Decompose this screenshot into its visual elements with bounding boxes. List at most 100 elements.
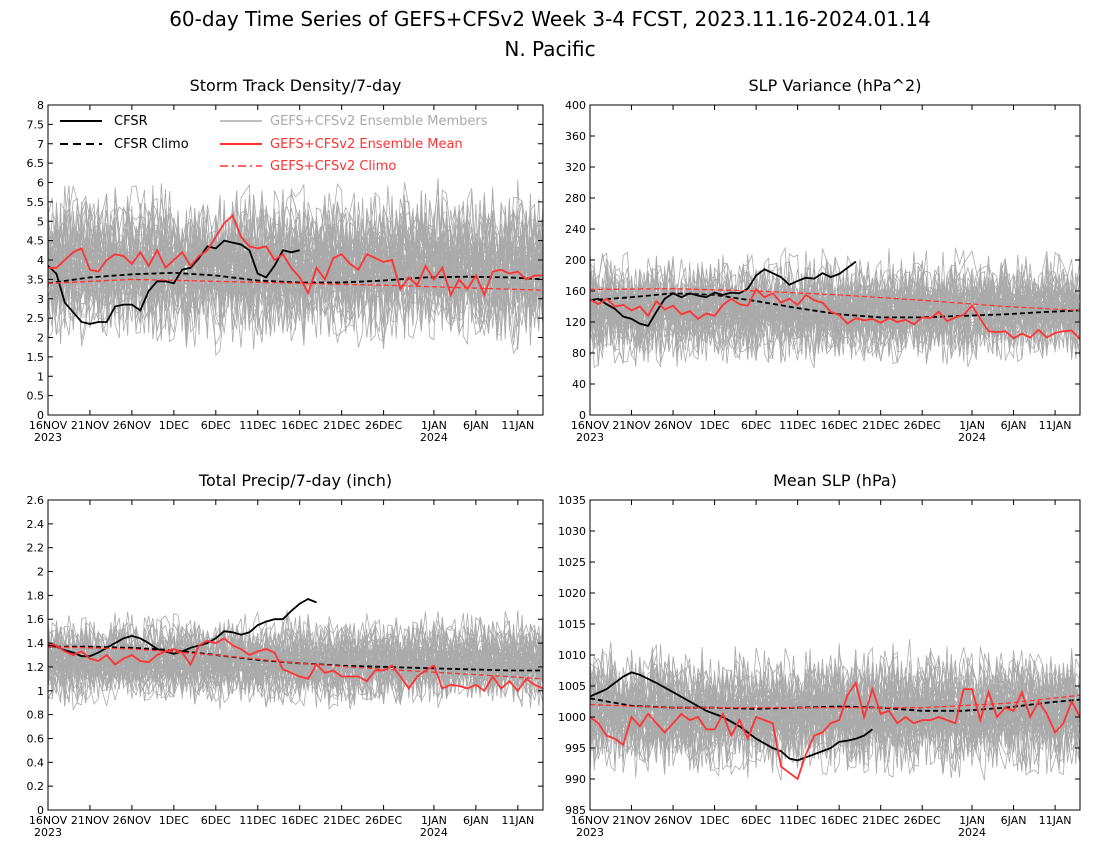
- panel-frame: [47, 499, 544, 811]
- y-tick-label: 200: [565, 254, 586, 267]
- y-tick-label: 3: [37, 293, 44, 306]
- y-tick-label: 995: [565, 742, 586, 755]
- y-tick-label: 1025: [558, 556, 586, 569]
- legend-label-cfsr: CFSR: [114, 114, 148, 129]
- region-subtitle: N. Pacific: [504, 37, 595, 61]
- x-tick-year-label: 2023: [576, 431, 604, 444]
- ensemble-member-line: [590, 265, 1080, 354]
- series-mean-line: [48, 213, 543, 298]
- ensemble-member-line: [48, 627, 543, 701]
- x-tick-label: 26NOV: [113, 814, 152, 827]
- ensemble-member-line: [590, 278, 1080, 360]
- series-mean-line: [590, 287, 1080, 340]
- legend-label-mean: GEFS+CFSv2 Ensemble Mean: [270, 137, 463, 152]
- x-tick-label: 6DEC: [741, 419, 771, 432]
- x-tick-label: 21NOV: [71, 814, 110, 827]
- y-tick-label: 2: [37, 332, 44, 345]
- series-climo-line: [590, 694, 1080, 709]
- x-tick-label: 11JAN: [1039, 419, 1072, 432]
- plot-area: [48, 177, 543, 357]
- y-tick-label: 40: [572, 378, 586, 391]
- x-tick-label: 11DEC: [779, 419, 816, 432]
- y-tick-label: 5: [37, 215, 44, 228]
- x-tick-label: 16NOV: [29, 419, 68, 432]
- y-tick-label: 320: [565, 161, 586, 174]
- y-tick-label: 7: [37, 138, 44, 151]
- ensemble-member-line: [590, 269, 1080, 364]
- x-tick-label: 21DEC: [323, 814, 360, 827]
- ensemble-member-line: [48, 610, 543, 687]
- x-tick-label: 11JAN: [501, 419, 534, 432]
- panel-storm-track: Storm Track Density/7-day 0 0.5 1 1.5 2 2.5 3 3.…: [27, 76, 544, 444]
- y-tick-label: 985: [565, 804, 586, 817]
- series-climo-line: [590, 288, 1080, 312]
- x-tick-label: 16NOV: [29, 814, 68, 827]
- y-tick-label: 240: [565, 223, 586, 236]
- ensemble-member-line: [590, 656, 1080, 767]
- ensemble-member-line: [590, 639, 1080, 751]
- plot-area: [590, 639, 1080, 781]
- panel-mean-slp: Mean SLP (hPa) 985 990 995 1000 1005 1010 1015 1…: [558, 471, 1081, 839]
- y-tick-label: 0: [37, 804, 44, 817]
- panel-title: Mean SLP (hPa): [773, 471, 897, 490]
- y-tick-label: 1015: [558, 618, 586, 631]
- x-tick-year-label: 2024: [420, 826, 448, 839]
- x-tick-label: 11JAN: [501, 814, 534, 827]
- y-tick-label: 1.2: [27, 661, 45, 674]
- legend-label-cfsr-climo: CFSR Climo: [114, 137, 189, 152]
- y-tick-label: 80: [572, 347, 586, 360]
- ensemble-member-line: [48, 204, 543, 330]
- y-tick-label: 0.2: [27, 780, 45, 793]
- y-tick-label: 7.5: [27, 118, 45, 131]
- series-cfsr-line: [590, 260, 857, 327]
- x-tick-year-label: 2023: [576, 826, 604, 839]
- y-tick-label: 2.5: [27, 312, 45, 325]
- x-tick-label: 6JAN: [463, 814, 489, 827]
- series-cfsr-line: [48, 598, 317, 658]
- x-tick-label: 6JAN: [1001, 814, 1027, 827]
- y-tick-label: 8: [37, 99, 44, 112]
- series-mean-line: [48, 637, 543, 693]
- x-tick-label: 26NOV: [654, 419, 693, 432]
- ensemble-member-line: [48, 183, 543, 322]
- y-tick-label: 5.5: [27, 196, 45, 209]
- y-tick-label: 1.4: [27, 637, 45, 650]
- y-tick-label: 1020: [558, 587, 586, 600]
- y-tick-label: 1030: [558, 525, 586, 538]
- x-tick-label: 6JAN: [1001, 419, 1027, 432]
- x-tick-label: 26DEC: [365, 814, 402, 827]
- ensemble-member-line: [590, 269, 1080, 355]
- x-tick-label: 16DEC: [821, 419, 858, 432]
- panel-title: Storm Track Density/7-day: [190, 76, 402, 95]
- y-tick-label: 1000: [558, 711, 586, 724]
- y-tick-label: 6: [37, 177, 44, 190]
- y-tick-label: 1: [37, 685, 44, 698]
- y-tick-label: 1.8: [27, 589, 45, 602]
- x-tick-label: 16DEC: [821, 814, 858, 827]
- ensemble-member-line: [590, 247, 1080, 343]
- y-tick-label: 1: [37, 370, 44, 383]
- y-tick-label: 2.2: [27, 542, 45, 555]
- x-tick-label: 21NOV: [612, 419, 651, 432]
- y-tick-label: 400: [565, 99, 586, 112]
- y-tick-label: 280: [565, 192, 586, 205]
- x-tick-label: 6JAN: [463, 419, 489, 432]
- x-tick-label: 21NOV: [71, 419, 110, 432]
- panel-title: SLP Variance (hPa^2): [749, 76, 922, 95]
- y-tick-label: 4.5: [27, 235, 45, 248]
- y-tick-label: 0.4: [27, 756, 45, 769]
- x-tick-year-label: 2024: [958, 826, 986, 839]
- ensemble-member-line: [590, 267, 1080, 361]
- x-tick-label: 21DEC: [862, 814, 899, 827]
- x-tick-label: 21NOV: [612, 814, 651, 827]
- x-tick-label: 11DEC: [779, 814, 816, 827]
- x-tick-label: 16NOV: [571, 419, 610, 432]
- ensemble-member-line: [590, 258, 1080, 348]
- ensemble-member-line: [48, 613, 543, 697]
- ensemble-member-line: [48, 631, 543, 700]
- x-tick-year-label: 2024: [958, 431, 986, 444]
- ensemble-member-line: [48, 625, 543, 707]
- x-tick-label: 1DEC: [700, 814, 730, 827]
